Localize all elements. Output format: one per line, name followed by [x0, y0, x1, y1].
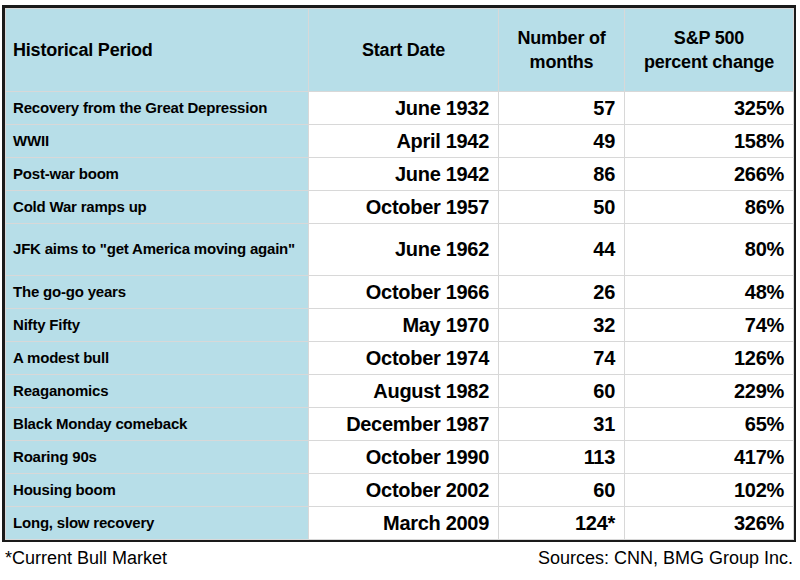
- start-date-cell: March 2009: [309, 507, 499, 540]
- months-cell: 113: [499, 441, 625, 474]
- start-date-cell: October 1966: [309, 276, 499, 309]
- start-date-cell: May 1970: [309, 309, 499, 342]
- months-cell: 31: [499, 408, 625, 441]
- table-row: Cold War ramps up October 1957 50 86%: [6, 191, 794, 224]
- months-cell: 74: [499, 342, 625, 375]
- months-cell: 44: [499, 224, 625, 276]
- table-row: Long, slow recovery March 2009 124* 326%: [6, 507, 794, 540]
- months-cell: 124*: [499, 507, 625, 540]
- change-cell: 158%: [625, 125, 794, 158]
- change-cell: 326%: [625, 507, 794, 540]
- table-row: Nifty Fifty May 1970 32 74%: [6, 309, 794, 342]
- table-row: Black Monday comeback December 1987 31 6…: [6, 408, 794, 441]
- footnote-text: *Current Bull Market: [5, 548, 167, 569]
- column-header-change: S&P 500 percent change: [625, 9, 794, 92]
- table-body: Recovery from the Great Depression June …: [6, 92, 794, 540]
- period-cell: JFK aims to "get America moving again": [6, 224, 309, 276]
- months-cell: 50: [499, 191, 625, 224]
- period-cell: Housing boom: [6, 474, 309, 507]
- change-cell: 325%: [625, 92, 794, 125]
- months-cell: 26: [499, 276, 625, 309]
- table-footer: *Current Bull Market Sources: CNN, BMG G…: [2, 548, 796, 569]
- start-date-cell: October 1957: [309, 191, 499, 224]
- table-row: Post-war boom June 1942 86 266%: [6, 158, 794, 191]
- period-cell: Nifty Fifty: [6, 309, 309, 342]
- table-row: The go-go years October 1966 26 48%: [6, 276, 794, 309]
- months-cell: 60: [499, 474, 625, 507]
- change-cell: 74%: [625, 309, 794, 342]
- table-row: JFK aims to "get America moving again" J…: [6, 224, 794, 276]
- header-row: Historical Period Start Date Number of m…: [6, 9, 794, 92]
- start-date-cell: August 1982: [309, 375, 499, 408]
- period-cell: The go-go years: [6, 276, 309, 309]
- data-table: Historical Period Start Date Number of m…: [5, 8, 794, 540]
- table-row: Housing boom October 2002 60 102%: [6, 474, 794, 507]
- start-date-cell: April 1942: [309, 125, 499, 158]
- period-cell: Reaganomics: [6, 375, 309, 408]
- period-cell: Post-war boom: [6, 158, 309, 191]
- start-date-cell: October 2002: [309, 474, 499, 507]
- table-row: Recovery from the Great Depression June …: [6, 92, 794, 125]
- column-header-months: Number of months: [499, 9, 625, 92]
- period-cell: Black Monday comeback: [6, 408, 309, 441]
- change-cell: 417%: [625, 441, 794, 474]
- sources-text: Sources: CNN, BMG Group Inc.: [538, 548, 793, 569]
- table-row: A modest bull October 1974 74 126%: [6, 342, 794, 375]
- change-cell: 48%: [625, 276, 794, 309]
- table-row: Roaring 90s October 1990 113 417%: [6, 441, 794, 474]
- change-cell: 86%: [625, 191, 794, 224]
- period-cell: Long, slow recovery: [6, 507, 309, 540]
- table-row: WWII April 1942 49 158%: [6, 125, 794, 158]
- start-date-cell: December 1987: [309, 408, 499, 441]
- period-cell: A modest bull: [6, 342, 309, 375]
- period-cell: Recovery from the Great Depression: [6, 92, 309, 125]
- start-date-cell: June 1942: [309, 158, 499, 191]
- period-cell: WWII: [6, 125, 309, 158]
- start-date-cell: October 1974: [309, 342, 499, 375]
- months-cell: 86: [499, 158, 625, 191]
- period-cell: Roaring 90s: [6, 441, 309, 474]
- change-cell: 102%: [625, 474, 794, 507]
- months-cell: 49: [499, 125, 625, 158]
- months-cell: 60: [499, 375, 625, 408]
- change-cell: 229%: [625, 375, 794, 408]
- change-cell: 80%: [625, 224, 794, 276]
- period-cell: Cold War ramps up: [6, 191, 309, 224]
- months-cell: 32: [499, 309, 625, 342]
- start-date-cell: October 1990: [309, 441, 499, 474]
- table-row: Reaganomics August 1982 60 229%: [6, 375, 794, 408]
- change-cell: 266%: [625, 158, 794, 191]
- start-date-cell: June 1932: [309, 92, 499, 125]
- change-cell: 126%: [625, 342, 794, 375]
- column-header-period: Historical Period: [6, 9, 309, 92]
- bull-markets-table: Historical Period Start Date Number of m…: [2, 5, 796, 542]
- months-cell: 57: [499, 92, 625, 125]
- start-date-cell: June 1962: [309, 224, 499, 276]
- change-cell: 65%: [625, 408, 794, 441]
- column-header-start-date: Start Date: [309, 9, 499, 92]
